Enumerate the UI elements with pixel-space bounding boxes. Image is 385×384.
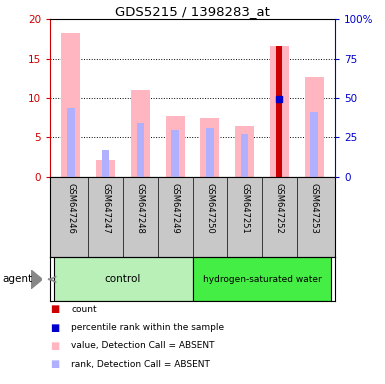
Bar bbox=[166, 116, 185, 177]
Bar bbox=[310, 112, 318, 177]
Bar bbox=[276, 46, 283, 177]
Text: ■: ■ bbox=[50, 341, 59, 351]
Text: control: control bbox=[105, 274, 141, 285]
Text: count: count bbox=[71, 305, 97, 314]
Text: percentile rank within the sample: percentile rank within the sample bbox=[71, 323, 224, 332]
Text: GSM647250: GSM647250 bbox=[205, 183, 214, 234]
Text: GSM647248: GSM647248 bbox=[136, 183, 145, 234]
Bar bbox=[270, 46, 289, 177]
Text: rank, Detection Call = ABSENT: rank, Detection Call = ABSENT bbox=[71, 360, 210, 369]
Bar bbox=[235, 126, 254, 177]
Text: GSM647251: GSM647251 bbox=[240, 183, 249, 234]
Bar bbox=[131, 90, 150, 177]
Text: GSM647253: GSM647253 bbox=[310, 183, 319, 234]
Text: GSM647246: GSM647246 bbox=[66, 183, 75, 234]
Bar bbox=[305, 77, 324, 177]
Text: value, Detection Call = ABSENT: value, Detection Call = ABSENT bbox=[71, 341, 215, 351]
Bar bbox=[192, 257, 331, 301]
Text: GSM647252: GSM647252 bbox=[275, 183, 284, 234]
Bar bbox=[67, 108, 75, 177]
Bar bbox=[61, 33, 80, 177]
Bar bbox=[96, 160, 115, 177]
Text: ■: ■ bbox=[50, 323, 59, 333]
Bar bbox=[171, 130, 179, 177]
Bar bbox=[54, 257, 192, 301]
Text: ■: ■ bbox=[50, 359, 59, 369]
Bar bbox=[241, 134, 248, 177]
Bar bbox=[102, 150, 109, 177]
Bar bbox=[200, 118, 219, 177]
Bar bbox=[206, 128, 214, 177]
Text: hydrogen-saturated water: hydrogen-saturated water bbox=[203, 275, 321, 284]
Text: GSM647249: GSM647249 bbox=[171, 183, 180, 234]
Bar bbox=[137, 123, 144, 177]
Text: ■: ■ bbox=[50, 304, 59, 314]
Polygon shape bbox=[31, 270, 42, 289]
Text: GSM647247: GSM647247 bbox=[101, 183, 110, 234]
Text: agent: agent bbox=[2, 274, 32, 285]
Title: GDS5215 / 1398283_at: GDS5215 / 1398283_at bbox=[115, 5, 270, 18]
